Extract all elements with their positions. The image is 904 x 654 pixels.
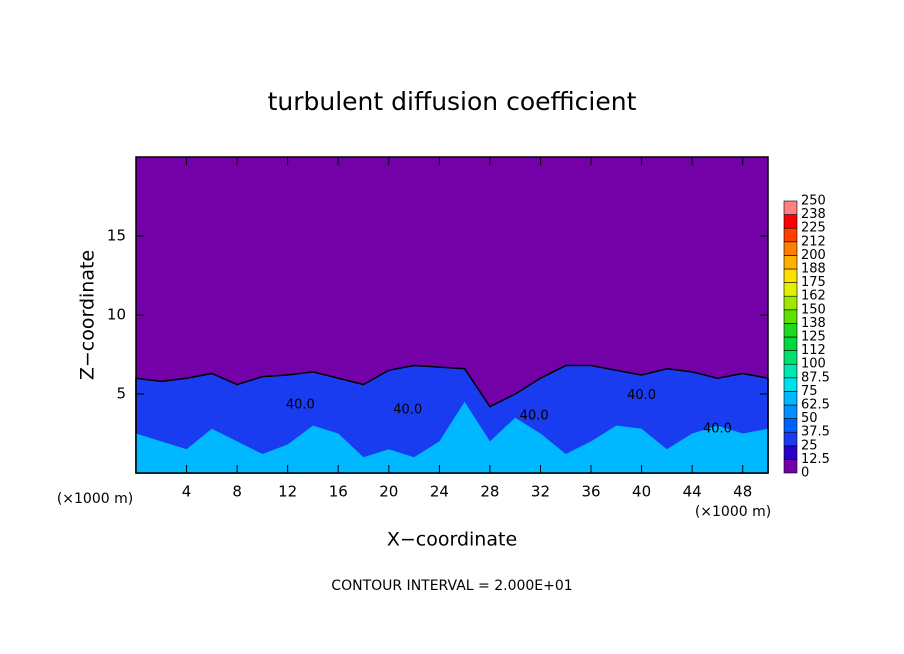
colorbar-bin xyxy=(783,309,798,324)
x-unit: (×1000 m) xyxy=(695,504,771,520)
colorbar-label: 0 xyxy=(801,466,809,481)
y-tick-label: 15 xyxy=(107,227,126,245)
colorbar-bin xyxy=(783,323,798,338)
colorbar-bin xyxy=(783,404,798,419)
y-axis-label: Z−coordinate xyxy=(77,250,99,380)
x-tick-label: 48 xyxy=(733,483,752,501)
colorbar-label: 12.5 xyxy=(801,452,830,467)
contour-label: 40.0 xyxy=(627,388,656,403)
colorbar-bin xyxy=(783,200,798,215)
colorbar-bin xyxy=(783,282,798,297)
colorbar-label: 200 xyxy=(801,248,826,263)
colorbar-label: 138 xyxy=(801,316,826,331)
colorbar-bin xyxy=(783,214,798,229)
colorbar-label: 62.5 xyxy=(801,398,830,413)
colorbar-label: 75 xyxy=(801,384,818,399)
colorbar-label: 175 xyxy=(801,275,826,290)
x-tick-label: 24 xyxy=(430,483,449,501)
field-layer xyxy=(136,401,768,473)
y-tick-label: 10 xyxy=(107,306,126,324)
contour-label: 40.0 xyxy=(520,409,549,424)
chart-title: turbulent diffusion coefficient xyxy=(268,87,637,116)
x-tick-label: 28 xyxy=(480,483,499,501)
contour-label: 40.0 xyxy=(703,421,732,436)
footer: CONTOUR INTERVAL = 2.000E+01 xyxy=(331,578,572,594)
colorbar-label: 100 xyxy=(801,357,826,372)
colorbar-label: 50 xyxy=(801,411,818,426)
x-tick-label: 16 xyxy=(329,483,348,501)
colorbar-bin xyxy=(783,418,798,433)
colorbar-bin xyxy=(783,336,798,351)
x-tick-label: 36 xyxy=(581,483,600,501)
colorbar-label: 87.5 xyxy=(801,370,830,385)
x-tick-label: 44 xyxy=(683,483,702,501)
x-tick-label: 8 xyxy=(232,483,242,501)
x-axis-label: X−coordinate xyxy=(387,529,517,551)
colorbar-label: 238 xyxy=(801,207,826,222)
colorbar-label: 125 xyxy=(801,330,826,345)
contour-label: 40.0 xyxy=(286,398,315,413)
colorbar-bin xyxy=(783,391,798,406)
colorbar-bin xyxy=(783,255,798,270)
colorbar-bin xyxy=(783,227,798,243)
x-tick-label: 4 xyxy=(182,483,192,501)
colorbar-label: 188 xyxy=(801,262,826,277)
colorbar-label: 250 xyxy=(801,194,826,209)
colorbar-label: 37.5 xyxy=(801,425,830,440)
colorbar-bin xyxy=(783,268,798,283)
colorbar-bin xyxy=(783,363,798,379)
colorbar-bin xyxy=(783,377,798,392)
colorbar-bin xyxy=(783,445,798,460)
colorbar-label: 162 xyxy=(801,289,826,304)
x-tick-label: 32 xyxy=(531,483,550,501)
colorbar-bin xyxy=(783,431,798,447)
x-tick-label: 12 xyxy=(278,483,297,501)
colorbar-bin xyxy=(783,350,798,365)
colorbar-bin xyxy=(783,295,798,311)
contour-label: 40.0 xyxy=(393,402,422,417)
x-tick-label: 40 xyxy=(632,483,651,501)
colorbar-label: 112 xyxy=(801,343,826,358)
colorbar-label: 150 xyxy=(801,302,826,317)
colorbar-bin xyxy=(783,241,798,256)
colorbar-label: 212 xyxy=(801,234,826,249)
y-tick-label: 5 xyxy=(116,385,126,403)
colorbar-bin xyxy=(783,459,798,474)
x-tick-label: 20 xyxy=(379,483,398,501)
colorbar-label: 225 xyxy=(801,221,826,236)
colorbar-label: 25 xyxy=(801,438,818,453)
y-unit: (×1000 m) xyxy=(57,491,133,507)
